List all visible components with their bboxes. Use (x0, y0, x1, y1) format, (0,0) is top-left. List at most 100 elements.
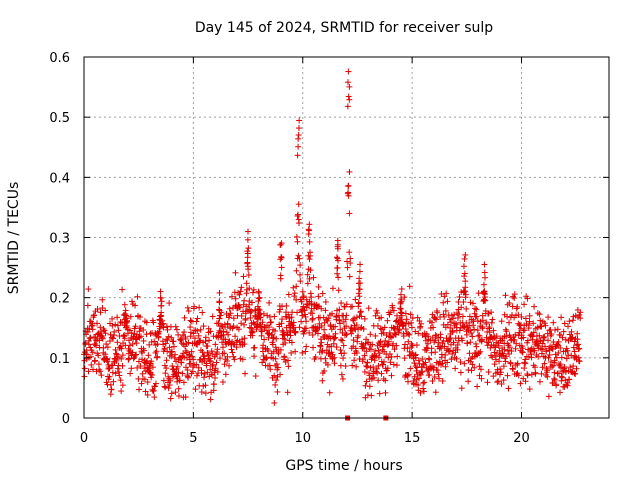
data-point (277, 256, 284, 263)
data-point (505, 385, 512, 392)
data-point (221, 361, 228, 368)
data-point (173, 372, 180, 379)
data-point (157, 295, 164, 302)
data-point (406, 331, 413, 338)
data-point (109, 369, 116, 376)
data-point (431, 315, 438, 322)
data-point (352, 296, 359, 303)
data-point (519, 349, 526, 356)
data-point (367, 346, 374, 353)
data-point (342, 363, 349, 370)
data-point (332, 330, 339, 337)
data-point (87, 334, 94, 341)
data-point (531, 347, 538, 354)
data-point (478, 336, 485, 343)
data-point (170, 366, 177, 373)
data-point (512, 331, 519, 338)
data-point (343, 323, 350, 330)
data-point (87, 344, 94, 351)
data-point (140, 347, 147, 354)
data-point (364, 392, 371, 399)
data-point (303, 318, 310, 325)
data-point (206, 355, 213, 362)
data-point (175, 369, 182, 376)
data-point (227, 310, 234, 317)
data-point (339, 375, 346, 382)
data-point (285, 357, 292, 364)
data-point (493, 333, 500, 340)
data-point (342, 330, 349, 337)
data-point (154, 341, 161, 348)
data-point (384, 317, 391, 324)
data-point (181, 329, 188, 336)
data-point (309, 310, 316, 317)
data-point (373, 352, 380, 359)
data-point (530, 329, 537, 336)
data-point (341, 350, 348, 357)
data-point (185, 308, 192, 315)
data-point (479, 317, 486, 324)
data-point (564, 347, 571, 354)
data-point (114, 339, 121, 346)
data-point (477, 348, 484, 355)
data-point (168, 334, 175, 341)
data-point (88, 323, 95, 330)
data-point (541, 320, 548, 327)
data-point (141, 376, 148, 383)
data-point (317, 343, 324, 350)
data-point (577, 309, 584, 316)
data-point (178, 359, 185, 366)
data-point (382, 389, 389, 396)
data-point (566, 376, 573, 383)
data-point (397, 306, 404, 313)
data-point (351, 357, 358, 364)
data-point (454, 314, 461, 321)
data-point (153, 348, 160, 355)
data-point (538, 370, 545, 377)
data-point (417, 323, 424, 330)
data-point (273, 361, 280, 368)
data-point (402, 310, 409, 317)
x-tick-label: 5 (189, 431, 197, 446)
data-point (272, 344, 279, 351)
data-point (158, 298, 165, 305)
data-point (129, 349, 136, 356)
data-point (99, 296, 106, 303)
data-point (555, 338, 562, 345)
data-point (129, 298, 136, 305)
data-point (438, 361, 445, 368)
data-point (249, 289, 256, 296)
data-point (335, 257, 342, 264)
data-point (112, 346, 119, 353)
data-point (306, 329, 313, 336)
data-point (242, 370, 249, 377)
data-point (139, 370, 146, 377)
data-point (166, 344, 173, 351)
data-point (357, 308, 364, 315)
data-point (290, 324, 297, 331)
data-point (89, 366, 96, 373)
data-point (168, 390, 175, 397)
y-tick-label: 0.2 (49, 292, 70, 307)
data-point (545, 314, 552, 321)
data-point (415, 357, 422, 364)
data-point (576, 358, 583, 365)
data-point (361, 368, 368, 375)
data-point (137, 333, 144, 340)
data-point (388, 372, 395, 379)
data-point (448, 356, 455, 363)
data-point (461, 273, 468, 280)
y-tick-label: 0 (62, 412, 70, 427)
data-point (430, 324, 437, 331)
data-point (324, 361, 331, 368)
data-point (466, 322, 473, 329)
data-point (497, 366, 504, 373)
data-point (89, 349, 96, 356)
data-point (468, 367, 475, 374)
data-point (300, 330, 307, 337)
data-point (170, 343, 177, 350)
data-point (157, 320, 164, 327)
y-tick-label: 0.3 (49, 232, 70, 247)
data-point (424, 367, 431, 374)
data-point (288, 339, 295, 346)
